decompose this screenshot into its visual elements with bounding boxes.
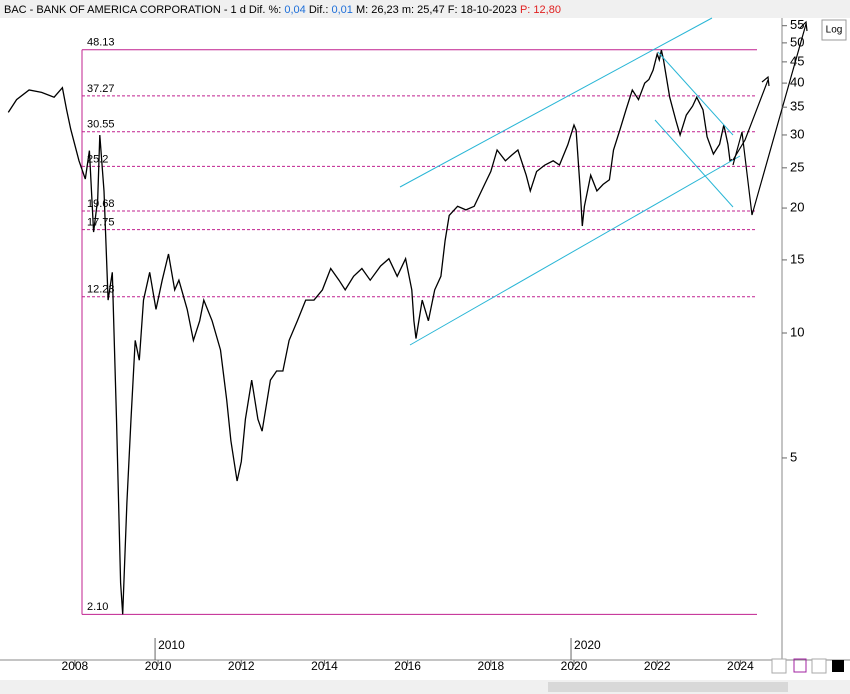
channels [399,17,741,346]
price-line [7,50,733,615]
y-tick-label: 10 [790,324,804,339]
level-label: 17.75 [87,216,115,228]
value: 25,47 [417,4,445,16]
button[interactable] [771,658,787,674]
channel-line [654,119,734,208]
x-tick-label: 2008 [62,659,89,673]
y-tick-label: 5 [790,449,797,464]
arrow-head [799,20,808,32]
decade-label: 2010 [158,638,185,652]
color-button[interactable] [832,660,844,672]
channel-line [409,155,741,346]
x-tick-label: 2010 [145,659,172,673]
value: 18-10-2023 [461,4,517,16]
log-button-label[interactable]: Log [826,25,843,36]
save-button[interactable] [793,658,807,673]
label: Dif.: [309,4,329,16]
y-tick-label: 50 [790,34,804,49]
forecast-path [732,23,807,216]
x-tick-label: 2012 [228,659,255,673]
decade-label: 2020 [574,638,601,652]
level-label: 2.10 [87,601,108,613]
x-tick-label: 2024 [727,659,754,673]
y-tick-label: 35 [790,99,804,114]
x-tick-label: 2020 [561,659,588,673]
label: M: [356,4,368,16]
forecast [732,20,808,216]
log-button[interactable] [821,19,847,41]
label: P: [520,4,530,16]
level-label: 30.55 [87,119,115,131]
value: 0,04 [284,4,305,16]
scroll-thumb[interactable] [548,682,788,692]
y-tick-label: 30 [790,126,804,141]
y-tick-label: 20 [790,199,804,214]
x-tick-label: 2018 [477,659,504,673]
value: 12,80 [533,4,561,16]
level-label: 25.2 [87,153,108,165]
y-tick-label: 55 [790,17,804,32]
channel-line [657,51,734,136]
plot-area [0,18,850,680]
x-tick-label: 2022 [644,659,671,673]
value: 26,23 [371,4,399,16]
label: m: [402,4,414,16]
channel-line [399,17,713,188]
header: BAC - BANK OF AMERICA CORPORATION - 1 d … [4,4,561,16]
ticker: BAC - BANK OF AMERICA CORPORATION - 1 d [4,4,246,16]
forecast-path [732,79,769,161]
button[interactable] [811,658,827,674]
x-tick-label: 2016 [394,659,421,673]
value: 0,01 [331,4,352,16]
level-label: 48.13 [87,37,115,49]
y-tick-label: 25 [790,159,804,174]
x-tick-label: 2014 [311,659,338,673]
label: F: [448,4,458,16]
header-bar [0,0,850,18]
arrow-head [761,75,770,87]
level-label: 37.27 [87,83,115,95]
y-tick-label: 45 [790,53,804,68]
label: Dif. %: [249,4,281,16]
level-label: 19.68 [87,198,115,210]
y-tick-label: 15 [790,251,804,266]
y-tick-label: 40 [790,75,804,90]
